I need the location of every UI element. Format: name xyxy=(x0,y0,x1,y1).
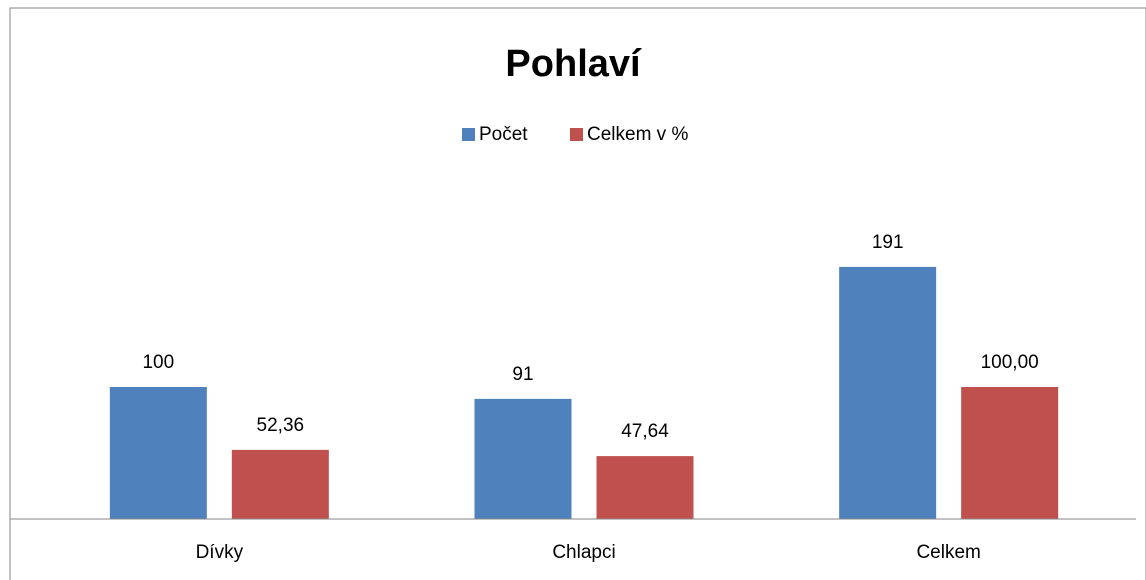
bar xyxy=(231,449,329,519)
x-tick-label: Chlapci xyxy=(552,542,615,563)
bar xyxy=(109,387,207,519)
data-label: 91 xyxy=(512,364,533,385)
legend-swatch xyxy=(570,128,583,141)
bar xyxy=(839,266,937,519)
bar xyxy=(961,387,1059,519)
legend-label: Celkem v % xyxy=(587,124,688,145)
legend-label: Počet xyxy=(479,124,528,145)
bar xyxy=(474,398,572,519)
x-tick-label: Celkem xyxy=(916,542,980,563)
legend-swatch xyxy=(462,128,475,141)
data-label: 52,36 xyxy=(257,415,305,436)
chart-border xyxy=(9,7,1146,580)
data-label: 100 xyxy=(142,352,174,373)
data-label: 191 xyxy=(872,232,904,253)
chart-title: Pohlaví xyxy=(505,43,642,85)
data-label: 47,64 xyxy=(621,421,669,442)
data-label: 100,00 xyxy=(981,352,1039,373)
x-tick-label: Dívky xyxy=(196,542,244,563)
bar xyxy=(596,456,694,519)
